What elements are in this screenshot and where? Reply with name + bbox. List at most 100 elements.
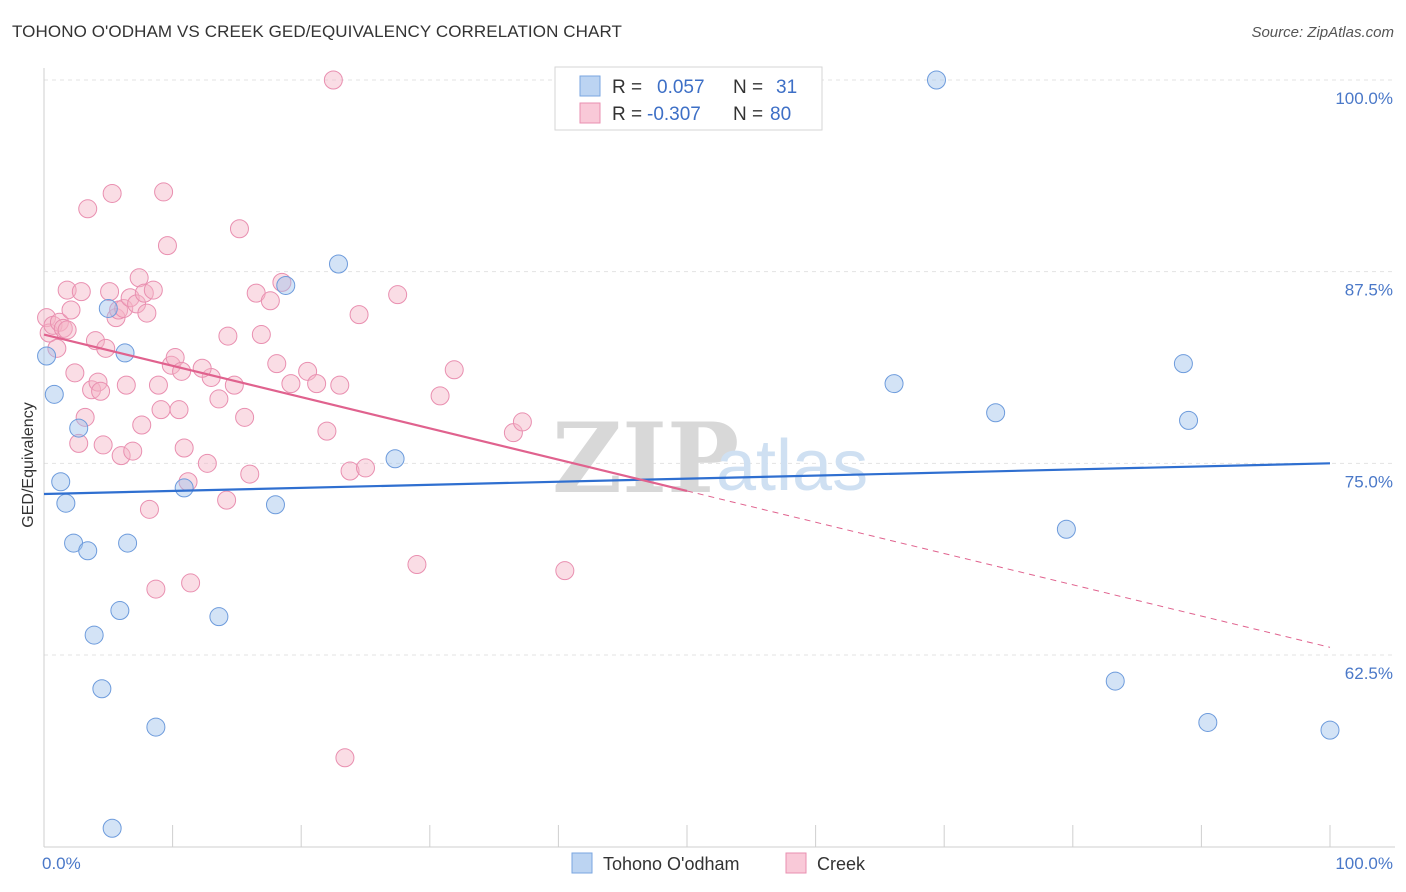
legend-n-label-2: N = <box>733 104 763 125</box>
creek-point-65 <box>335 748 355 768</box>
tohono-point-1 <box>44 384 64 404</box>
x-tick-label-min: 0.0% <box>42 854 81 873</box>
creek-point-27 <box>123 441 143 461</box>
x-tick-label-max: 100.0% <box>1335 854 1393 873</box>
creek-point-0 <box>37 308 57 328</box>
creek-point-58 <box>267 354 287 374</box>
creek-point-53 <box>235 407 255 427</box>
tohono-point-8 <box>92 679 112 699</box>
tohono-point-25 <box>1105 671 1125 691</box>
y-tick-label-2: 87.5% <box>1345 281 1393 300</box>
creek-point-20 <box>102 183 122 203</box>
creek-point-68 <box>349 305 369 325</box>
legend-swatch-pink <box>579 102 601 124</box>
y-axis-label: GED/Equivalency <box>20 402 37 527</box>
tohono-point-23 <box>986 403 1006 423</box>
creek-point-42 <box>169 400 189 420</box>
tohono-point-27 <box>1179 410 1199 430</box>
trend-lines <box>43 333 1331 648</box>
creek-point-57 <box>260 291 280 311</box>
creek-point-62 <box>307 374 327 394</box>
creek-point-29 <box>129 268 149 288</box>
creek-point-35 <box>146 579 166 599</box>
creek-point-66 <box>330 375 350 395</box>
legend-r-value-1: 0.057 <box>657 77 705 98</box>
series-legend-label-pink: Creek <box>817 854 866 874</box>
series-legend-label-blue: Tohono O'odham <box>603 854 740 874</box>
y-tick-label-1: 75.0% <box>1345 472 1393 491</box>
creek-point-79 <box>218 326 238 346</box>
creek-point-24 <box>114 298 134 318</box>
creek-point-47 <box>197 453 217 473</box>
tohono-point-28 <box>1198 712 1218 732</box>
legend-n-value-2: 80 <box>770 104 791 125</box>
watermark-zip: ZIP <box>552 402 739 515</box>
tohono-point-21 <box>884 374 904 394</box>
creek-point-60 <box>281 374 301 394</box>
creek-point-43 <box>172 361 192 381</box>
creek-point-16 <box>91 381 111 401</box>
tohono-point-18 <box>328 254 348 274</box>
creek-point-59 <box>272 272 292 292</box>
tohono-point-16 <box>265 495 285 515</box>
creek-point-6 <box>57 280 77 300</box>
creek-point-19 <box>100 282 120 302</box>
creek-point-75 <box>512 412 532 432</box>
creek-point-54 <box>240 464 260 484</box>
creek-point-36 <box>148 375 168 395</box>
gridlines <box>44 79 1395 656</box>
tohono-point-24 <box>1056 519 1076 539</box>
creek-point-17 <box>93 435 113 455</box>
creek-point-49 <box>209 389 229 409</box>
tohono-point-29 <box>1320 720 1340 740</box>
stats-legend: R = 0.057 N = 31 R = -0.307 N = 80 <box>554 66 823 131</box>
tohono-point-9 <box>102 818 122 838</box>
creek-point-33 <box>139 499 159 519</box>
creek-point-70 <box>388 285 408 305</box>
creek-point-69 <box>356 458 375 478</box>
creek-point-32 <box>137 303 157 323</box>
tohono-point-17 <box>276 275 296 295</box>
creek-point-11 <box>75 407 95 427</box>
legend-r-label-1: R = <box>612 77 642 98</box>
creek-point-23 <box>111 446 131 466</box>
creek-point-12 <box>78 199 98 219</box>
y-tick-label-0: 62.5% <box>1345 664 1393 683</box>
creek-point-9 <box>69 433 89 453</box>
legend-swatch-blue <box>579 75 601 97</box>
creek-point-15 <box>88 372 108 392</box>
chart-title: TOHONO O'ODHAM VS CREEK GED/EQUIVALENCY … <box>12 22 623 41</box>
creek-point-63 <box>317 421 337 441</box>
watermark-atlas: atlas <box>716 426 868 506</box>
creek-trend-line <box>43 333 688 493</box>
legend-n-label-1: N = <box>733 77 763 98</box>
creek-point-7 <box>61 300 81 320</box>
creek-points <box>37 70 575 768</box>
chart-source: Source: ZipAtlas.com <box>1251 24 1394 41</box>
tohono-point-0 <box>37 346 57 366</box>
tohono-point-26 <box>1173 354 1193 374</box>
creek-point-71 <box>407 555 427 575</box>
creek-point-8 <box>65 363 85 383</box>
axes <box>43 68 1395 848</box>
creek-point-38 <box>154 182 174 202</box>
creek-point-67 <box>340 461 360 481</box>
legend-n-value-1: 31 <box>776 77 797 98</box>
creek-point-72 <box>430 386 450 406</box>
tohono-point-22 <box>926 70 946 90</box>
creek-point-34 <box>143 280 163 300</box>
tohono-point-30 <box>98 298 118 318</box>
creek-point-76 <box>555 561 575 581</box>
legend-r-value-2: -0.307 <box>647 104 701 125</box>
creek-point-10 <box>71 282 91 302</box>
tohono-point-14 <box>174 478 194 498</box>
x-tick-labels: 0.0% 100.0% <box>42 854 1393 873</box>
series-legend: Tohono O'odham Creek <box>571 852 866 874</box>
creek-point-44 <box>174 438 194 458</box>
creek-trend-line-extension <box>686 490 1331 648</box>
creek-point-73 <box>444 360 464 380</box>
tohono-point-6 <box>78 541 98 561</box>
tohono-point-2 <box>51 472 71 492</box>
tohono-point-10 <box>110 601 130 621</box>
